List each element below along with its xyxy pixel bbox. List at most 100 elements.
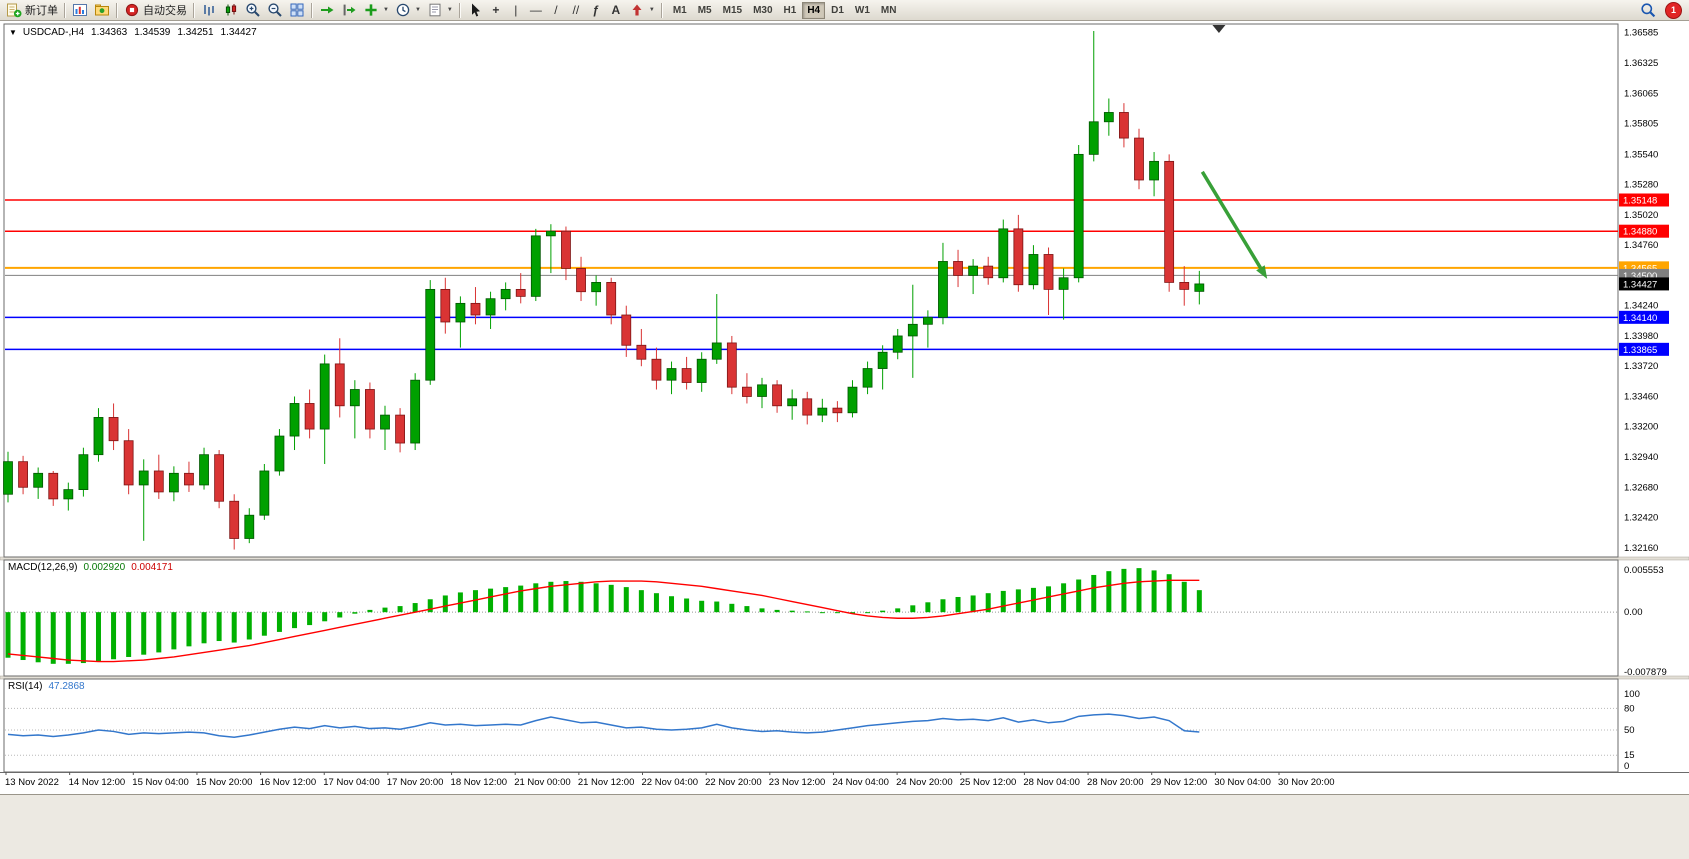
macd-axis-label: 0.00	[1624, 607, 1643, 618]
trend-arrow[interactable]	[1200, 170, 1268, 279]
candle	[772, 384, 782, 407]
candle	[787, 398, 798, 407]
trendline-button[interactable]: /	[546, 1, 566, 19]
macd-hist-bar	[834, 612, 840, 614]
search-icon	[1641, 3, 1656, 18]
macd-pane: 0.005553 0.00 -0.007879	[5, 565, 1667, 678]
new-chart-button[interactable]	[69, 1, 91, 19]
candle	[983, 265, 994, 279]
candle	[938, 261, 948, 318]
timeframe-button-h4[interactable]: H4	[802, 1, 826, 19]
time-axis-label: 28 Nov 20:00	[1087, 777, 1144, 788]
quick-trade-toggle-icon[interactable]: ▼	[9, 28, 17, 37]
candle	[968, 265, 979, 276]
text-tool-button[interactable]: A	[606, 1, 626, 19]
arrow-tool-button[interactable]: ▼	[626, 1, 658, 19]
candle	[410, 379, 421, 444]
timeframe-button-d1[interactable]: D1	[826, 2, 849, 19]
chart-shift-marker[interactable]	[1212, 25, 1226, 33]
candle	[78, 454, 89, 490]
bar-chart-button[interactable]	[198, 1, 220, 19]
candle	[199, 454, 209, 486]
tile-windows-button[interactable]	[286, 1, 308, 19]
horizontal-line-button[interactable]: —	[526, 1, 546, 19]
macd-hist-bar	[714, 601, 720, 613]
zoom-in-button[interactable]	[242, 1, 264, 19]
macd-hist-bar	[503, 587, 509, 613]
macd-hist-bar	[744, 606, 750, 613]
time-axis-label: 25 Nov 12:00	[960, 777, 1017, 788]
add-indicator-button[interactable]: ▼	[360, 1, 392, 19]
zoom-out-button[interactable]	[264, 1, 286, 19]
macd-hist-bar	[186, 612, 192, 647]
candle	[1194, 283, 1205, 292]
macd-signal-value: 0.004171	[131, 562, 173, 573]
candle	[380, 414, 390, 430]
zoom-out-icon	[268, 3, 282, 17]
timeframe-button-h1[interactable]: H1	[779, 2, 802, 19]
macd-hist-bar	[1181, 581, 1187, 613]
level-lines[interactable]	[5, 199, 1618, 351]
macd-hist-bar	[699, 600, 705, 613]
macd-hist-bar	[895, 608, 901, 613]
macd-hist-bar	[427, 599, 433, 613]
horizontal-line-icon: —	[529, 3, 542, 17]
svg-text:1.33720: 1.33720	[1624, 361, 1658, 372]
timeframe-button-m30[interactable]: M30	[748, 2, 777, 19]
candle	[681, 368, 692, 383]
candle	[18, 461, 28, 488]
svg-text:1.34240: 1.34240	[1624, 301, 1658, 312]
timeframe-button-w1[interactable]: W1	[850, 2, 875, 19]
channel-button[interactable]: //	[566, 1, 586, 19]
macd-hist-bar	[1196, 590, 1202, 613]
timeframe-button-m1[interactable]: M1	[668, 2, 692, 19]
svg-text:1.34500: 1.34500	[1623, 271, 1657, 282]
svg-text:1.35148: 1.35148	[1623, 195, 1657, 206]
rsi-line	[7, 713, 1200, 738]
periods-button[interactable]: ▼	[392, 1, 424, 19]
macd-hist-bar	[804, 611, 810, 613]
timeframe-button-m5[interactable]: M5	[693, 2, 717, 19]
search-button[interactable]	[1637, 1, 1659, 19]
crosshair-button[interactable]: +	[486, 1, 506, 19]
candle	[455, 302, 466, 323]
cursor-button[interactable]	[464, 1, 486, 19]
auto-scroll-button[interactable]	[316, 1, 338, 19]
notification-badge[interactable]: 1	[1665, 1, 1682, 19]
macd-hist-bar	[337, 612, 343, 618]
macd-hist-bar	[955, 596, 961, 613]
candle	[108, 417, 119, 442]
time-axis-label: 28 Nov 04:00	[1023, 777, 1080, 788]
new-order-button[interactable]: 新订单	[3, 1, 61, 19]
candle	[847, 386, 858, 414]
profiles-button[interactable]	[91, 1, 113, 19]
candle	[259, 470, 270, 516]
zoom-in-icon	[246, 3, 260, 17]
macd-hist-bar	[472, 590, 478, 613]
vertical-line-button[interactable]: |	[506, 1, 526, 19]
candle	[1058, 277, 1069, 290]
time-axis-label: 21 Nov 00:00	[514, 777, 571, 788]
fibonacci-button[interactable]: ƒ	[586, 1, 606, 19]
dropdown-icon: ▼	[648, 7, 655, 13]
svg-text:1.36325: 1.36325	[1624, 58, 1658, 69]
macd-hist-bar	[940, 599, 946, 613]
candle	[1013, 228, 1024, 286]
autotrading-button[interactable]: 自动交易	[121, 1, 190, 19]
candlestick-chart-icon	[225, 4, 237, 16]
timeframe-button-m15[interactable]: M15	[718, 2, 747, 19]
macd-hist-bar	[126, 612, 132, 657]
timeframe-button-mn[interactable]: MN	[876, 2, 902, 19]
rsi-value: 47.2868	[48, 681, 85, 692]
candlestick-chart-button[interactable]	[220, 1, 242, 19]
candle	[244, 514, 255, 539]
macd-hist-bar	[1015, 589, 1021, 613]
chart-shift-button[interactable]	[338, 1, 360, 19]
candle	[1028, 254, 1039, 286]
templates-icon	[429, 3, 441, 17]
time-axis[interactable]: 13 Nov 2022 14 Nov 12:00 15 Nov 04:00 15 No…	[5, 772, 1335, 788]
templates-button[interactable]: ▼	[424, 1, 456, 19]
macd-hist-bar	[292, 612, 298, 629]
